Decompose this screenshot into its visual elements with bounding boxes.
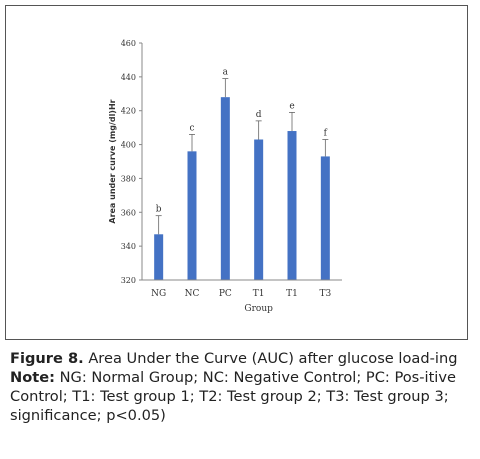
y-tick-label: 360 [121,208,136,217]
y-axis-ticks: 320 340 360 380 400 420 440 460 [121,39,142,285]
bar [287,131,297,280]
figure-caption: Figure 8. Area Under the Curve (AUC) aft… [10,349,472,425]
x-axis-title: Group [244,304,273,314]
y-tick-label: 320 [121,276,136,285]
figure-text: Area Under the Curve (AUC) after glucose… [83,350,458,367]
x-tick-label: T1 [253,289,265,299]
x-tick-label: T1 [286,289,298,299]
bar [320,156,330,280]
y-tick-label: 420 [121,107,136,116]
x-tick-label: T3 [319,289,331,299]
significance-label: d [256,110,262,120]
bar [187,151,197,280]
x-tick-label: PC [219,289,232,299]
y-axis-title: Area under curve (mg/dl)Hr [108,99,117,223]
x-tick-label: NC [185,289,200,299]
figure-note: Note: NG: Normal Group; NC: Negative Con… [10,368,472,425]
bar [254,139,264,280]
significance-label: a [223,68,229,78]
y-tick-label: 380 [121,174,136,183]
figure-frame [5,5,468,340]
note-label: Note: [10,369,55,386]
y-tick-label: 400 [121,141,136,150]
bar-chart: 320 340 360 380 400 420 440 460 b c a d e f NG NC PC T1… [108,39,342,314]
x-axis-labels: NG NC PC T1 T1 T3 [151,289,331,299]
significance-label: f [324,128,328,138]
significance-label: b [156,205,162,215]
bar [220,97,230,281]
figure-title: Figure 8. Area Under the Curve (AUC) aft… [10,349,472,368]
note-text: NG: Normal Group; NC: Negative Control; … [10,369,456,424]
y-tick-label: 460 [121,39,136,48]
bars: b c a d e f [154,68,330,281]
x-tick-label: NG [151,289,166,299]
significance-label: c [189,123,194,133]
figure-label: Figure 8. [10,350,84,367]
bar [154,234,164,280]
y-tick-label: 440 [121,73,136,82]
significance-label: e [289,101,294,111]
y-tick-label: 340 [121,242,136,251]
